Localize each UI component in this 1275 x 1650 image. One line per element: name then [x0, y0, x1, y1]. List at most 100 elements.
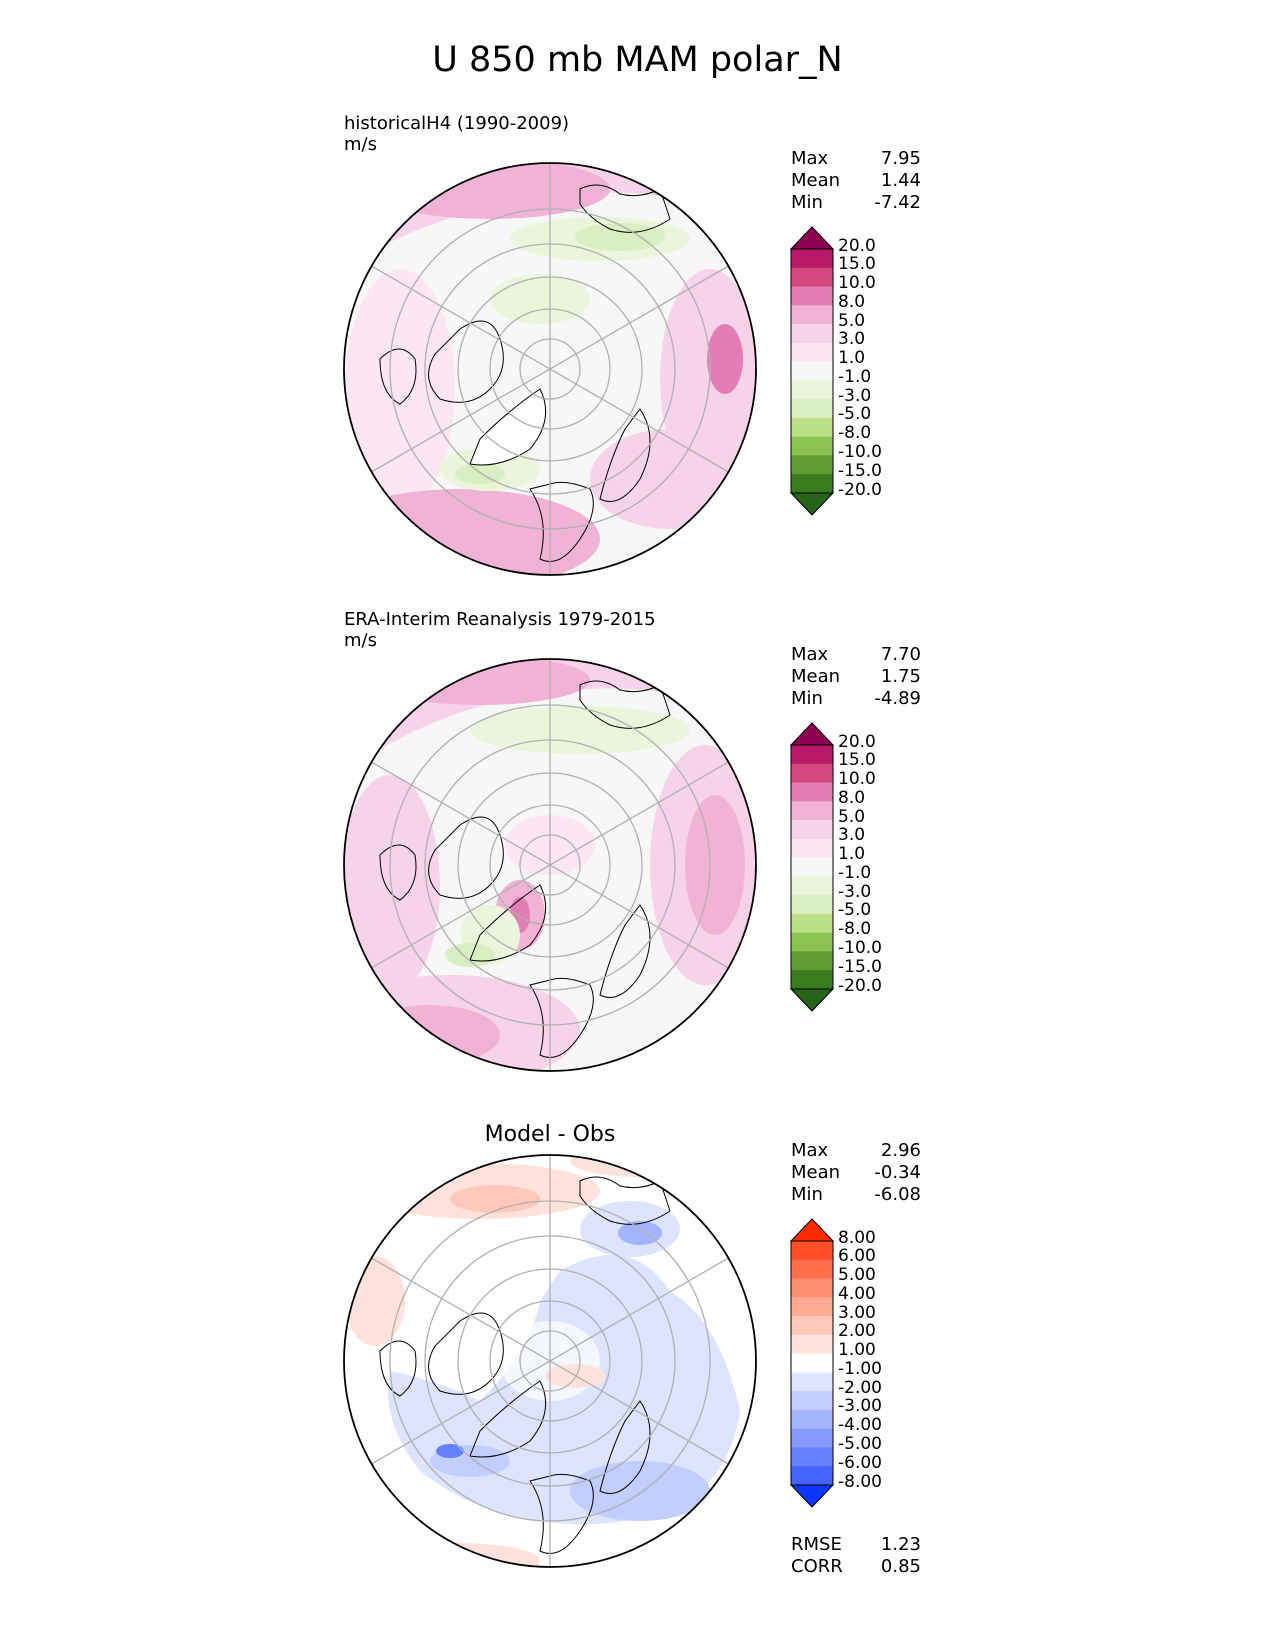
colorbar	[789, 722, 835, 1012]
colorbar-bin	[791, 857, 833, 877]
colorbar-bin	[791, 399, 833, 419]
stats-box: Max 7.70 Mean 1.75 Min -4.89	[791, 644, 921, 710]
colorbar-frame	[790, 248, 834, 494]
metrics-box: RMSE 1.23 CORR 0.85	[791, 1534, 921, 1578]
colorbar-tick-label: 5.0	[838, 806, 866, 827]
colorbar-bin	[791, 876, 833, 896]
panel-title-line1: ERA-Interim Reanalysis 1979-2015	[344, 609, 656, 630]
panel-title: ERA-Interim Reanalysis 1979-2015 m/s	[344, 609, 656, 651]
stat-max: Max 7.70	[791, 644, 921, 665]
colorbar-bin	[791, 951, 833, 971]
colorbar-tick-label: 15.0	[838, 750, 876, 771]
stat-max: Max 7.95	[791, 148, 921, 169]
colorbar-extend-top	[789, 722, 835, 746]
stat-max: Max 2.96	[791, 1140, 921, 1161]
panel-title: Model - Obs	[484, 1122, 616, 1147]
stat-min: Min -4.89	[791, 688, 921, 709]
colorbar-bin	[791, 1297, 833, 1317]
colorbar-bin	[791, 474, 833, 494]
stat-min: Min -6.08	[791, 1184, 921, 1205]
colorbar-bin	[791, 267, 833, 288]
colorbar-tick-label: -5.00	[838, 1433, 882, 1454]
stat-mean: Mean -0.34	[791, 1162, 921, 1183]
colorbar-bin	[791, 1316, 833, 1336]
colorbar-tick-label: 8.0	[838, 291, 866, 312]
colorbar-bin	[791, 455, 833, 475]
colorbar-tick-label: 2.00	[838, 1321, 876, 1342]
page-title: U 850 mb MAM polar_N	[432, 40, 843, 80]
metric-corr: CORR 0.85	[791, 1556, 921, 1577]
colorbar-bin	[791, 1466, 833, 1486]
panel-units: m/s	[344, 630, 377, 651]
colorbar-tick-label: 3.0	[838, 329, 866, 350]
colorbar-bin	[791, 1409, 833, 1430]
colorbar	[789, 226, 835, 516]
colorbar-tick-label: -6.00	[838, 1452, 882, 1473]
colorbar-bin	[791, 417, 833, 438]
colorbar-tick-label: -3.0	[838, 385, 872, 406]
colorbar-tick-label: 8.0	[838, 787, 866, 808]
stat-mean: Mean 1.44	[791, 170, 921, 191]
stats-box: Max 2.96 Mean -0.34 Min -6.08	[791, 1140, 921, 1206]
colorbar-tick-label: 20.0	[838, 235, 876, 256]
metric-rmse: RMSE 1.23	[791, 1534, 921, 1555]
colorbar-tick-label: -10.0	[838, 441, 882, 462]
colorbar-tick-label: -8.00	[838, 1471, 882, 1492]
colorbar-bin	[791, 1372, 833, 1392]
colorbar-tick-label: -1.0	[838, 862, 872, 883]
colorbar-tick-label: 1.00	[838, 1340, 876, 1361]
colorbar-tick-label: -8.0	[838, 919, 872, 940]
colorbar-tick-label: -15.0	[838, 956, 882, 977]
polar-map-diff	[343, 1154, 757, 1568]
colorbar-bin	[791, 342, 833, 363]
colorbar-tick-label: 3.00	[838, 1302, 876, 1323]
colorbar-bin	[791, 895, 833, 915]
colorbar-bin	[791, 782, 833, 802]
colorbar-bin	[791, 286, 833, 306]
colorbar-tick-label: 4.00	[838, 1283, 876, 1304]
colorbar-tick-label: 5.0	[838, 310, 866, 331]
colorbar-tick-label: -1.0	[838, 366, 872, 387]
panel-title: historicalH4 (1990-2009) m/s	[344, 113, 569, 155]
colorbar-bin	[791, 1447, 833, 1467]
colorbar-extend-bottom	[789, 492, 835, 516]
stat-min: Min -7.42	[791, 192, 921, 213]
colorbar-bin	[791, 932, 833, 952]
colorbar-bin	[791, 1259, 833, 1280]
colorbar-bin	[791, 324, 833, 344]
stats-box: Max 7.95 Mean 1.44 Min -7.42	[791, 148, 921, 214]
colorbar-bin	[791, 361, 833, 381]
stat-mean: Mean 1.75	[791, 666, 921, 687]
colorbar-tick-label: -5.0	[838, 404, 872, 425]
colorbar-tick-label: 3.0	[838, 825, 866, 846]
colorbar-bin	[791, 1353, 833, 1373]
colorbar-tick-label: 8.00	[838, 1227, 876, 1248]
colorbar-extend-top	[789, 1218, 835, 1242]
panel-units: m/s	[344, 134, 377, 155]
colorbar-bin	[791, 1278, 833, 1298]
colorbar-tick-label: -3.00	[838, 1396, 882, 1417]
colorbar-tick-label: -5.0	[838, 900, 872, 921]
colorbar-bin	[791, 1391, 833, 1411]
colorbar-tick-label: 20.0	[838, 731, 876, 752]
colorbar-bin	[791, 913, 833, 934]
colorbar-bin	[791, 305, 833, 325]
colorbar-tick-label: 15.0	[838, 254, 876, 275]
colorbar-frame	[790, 1240, 834, 1486]
colorbar-bin	[791, 1428, 833, 1448]
panel-title-line1: historicalH4 (1990-2009)	[344, 113, 570, 134]
colorbar-tick-label: -10.0	[838, 937, 882, 958]
colorbar-bin	[791, 801, 833, 821]
colorbar-tick-label: 10.0	[838, 273, 876, 294]
polar-map-obs	[343, 658, 757, 1072]
colorbar-tick-label: 10.0	[838, 769, 876, 790]
colorbar-tick-label: -4.00	[838, 1415, 882, 1436]
colorbar-bin	[791, 820, 833, 840]
colorbar-tick-label: 5.00	[838, 1265, 876, 1286]
colorbar-tick-label: 1.0	[838, 844, 866, 865]
polar-map-model	[343, 162, 757, 576]
colorbar	[789, 1218, 835, 1508]
colorbar-bin	[791, 1241, 833, 1261]
colorbar-tick-label: -1.00	[838, 1358, 882, 1379]
colorbar-tick-label: -20.0	[838, 479, 882, 500]
